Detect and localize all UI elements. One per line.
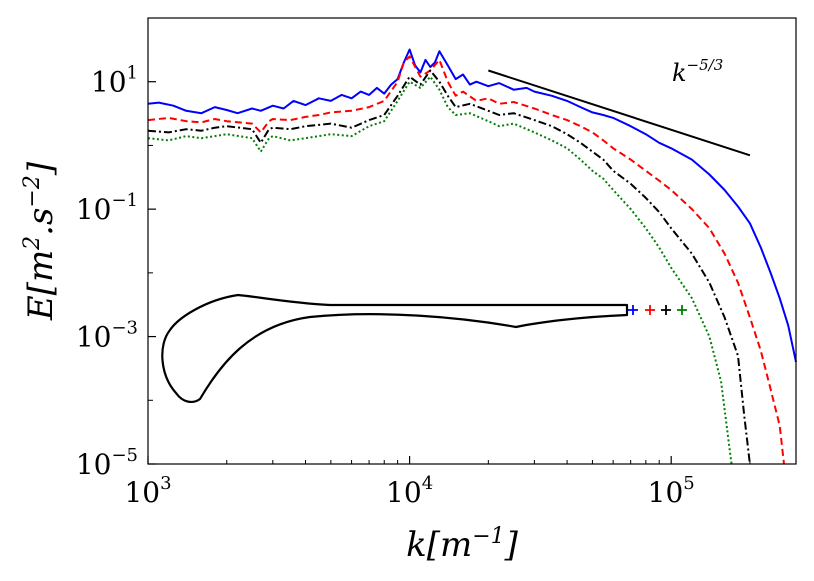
- probe-marker-0: [628, 305, 638, 315]
- probe-marker-3: [677, 305, 687, 315]
- y-tick-label: 101: [91, 63, 138, 99]
- reference-slope-base: k: [672, 59, 687, 87]
- reference-slope-exponent: −5/3: [687, 56, 724, 74]
- x-tick-label: 105: [648, 473, 695, 509]
- x-axis-label: k[m−1​]: [406, 524, 519, 565]
- x-axis-ticks: 103 104 105: [124, 456, 797, 509]
- reference-slope-line: [488, 69, 751, 157]
- airfoil-outline: [161, 293, 629, 404]
- probe-marker-1: [645, 305, 655, 315]
- plot-frame: [147, 17, 797, 465]
- airfoil-inset: [161, 293, 687, 404]
- y-tick-label: 10−3: [76, 318, 138, 354]
- series-layer: [147, 48, 797, 465]
- reference-slope-label: k−5/3: [672, 56, 723, 87]
- x-tick-label: 103: [124, 473, 171, 509]
- series-line-0: [147, 48, 797, 363]
- plot-background: [148, 18, 796, 464]
- x-tick-label: 104: [386, 473, 433, 509]
- series-line-1: [147, 55, 785, 465]
- reference-line-layer: [488, 69, 751, 157]
- x-axis-label-text: k[m−1​]: [406, 524, 519, 565]
- probe-marker-2: [661, 305, 671, 315]
- y-axis-label: E[m2​.s−2​]: [20, 161, 61, 321]
- y-axis-label-text: E[m2​.s−2​]: [20, 161, 61, 321]
- series-line-2: [147, 69, 751, 465]
- series-line-3: [147, 75, 733, 465]
- y-tick-label: 10−5: [76, 445, 138, 481]
- y-tick-label: 10−1: [76, 190, 138, 226]
- y-axis-ticks: 10−5 10−3 10−1 101: [76, 17, 156, 481]
